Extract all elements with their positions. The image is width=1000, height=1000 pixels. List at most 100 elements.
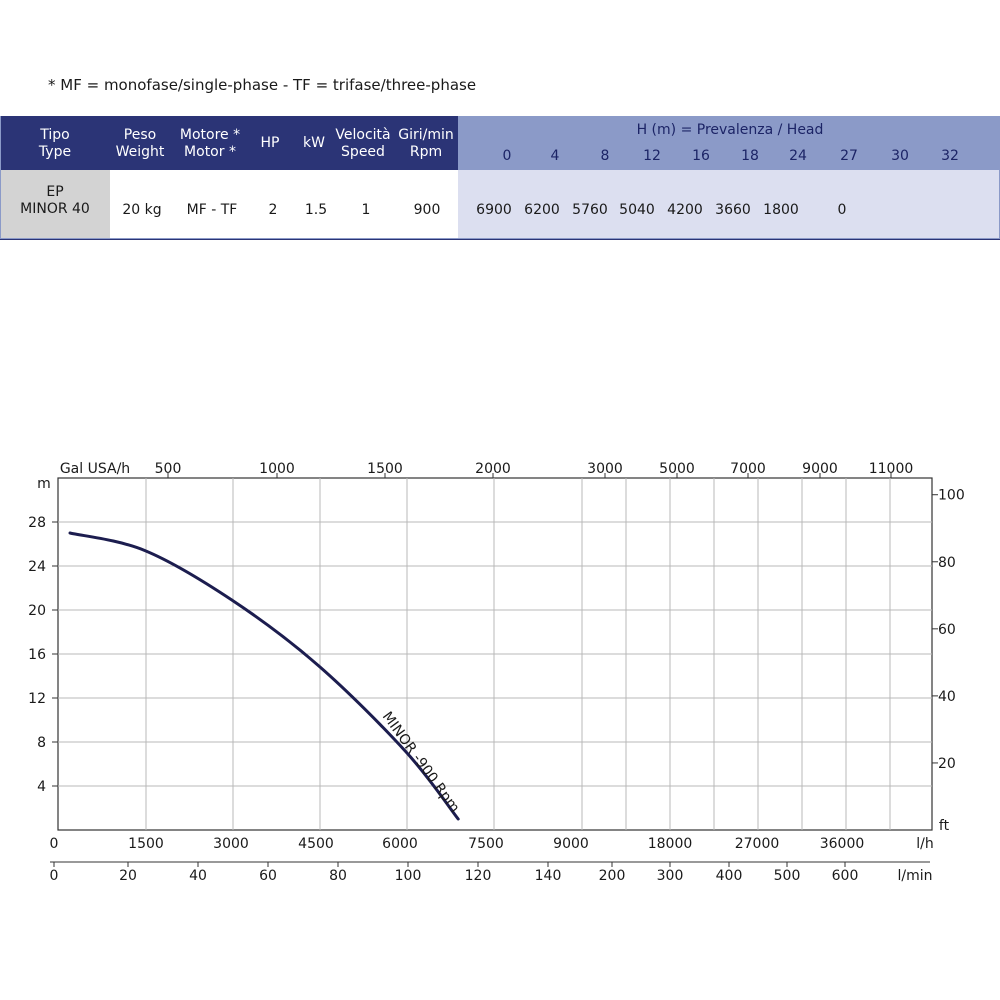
flow-value-1: 6200 [524, 202, 560, 218]
lh-tick-label: 4500 [298, 836, 334, 852]
lmin-tick-label: 60 [259, 868, 277, 884]
cell-tipo-line2: MINOR 40 [20, 201, 90, 217]
cell-motore: MF - TF [186, 202, 238, 218]
right-tick-label: 60 [938, 622, 956, 638]
header-peso: Peso Weight [108, 127, 172, 161]
right-tick-label: 40 [938, 689, 956, 705]
top-tick-label: 500 [155, 461, 182, 477]
top-tick-label: 7000 [730, 461, 766, 477]
lmin-tick-label: 300 [657, 868, 684, 884]
cell-peso: 20 kg [122, 202, 162, 218]
flow-value-5: 3660 [715, 202, 751, 218]
header-tipo: Tipo Type [20, 127, 90, 161]
lmin-tick-label: 40 [189, 868, 207, 884]
flow-value-3: 5040 [619, 202, 655, 218]
cell-velocita: 1 [361, 202, 371, 218]
lmin-tick-label: 100 [395, 868, 422, 884]
top-tick-label: 1000 [259, 461, 295, 477]
header-tipo-it: Tipo [40, 127, 70, 143]
top-tick-label: 1500 [367, 461, 403, 477]
head-value-7: 27 [840, 148, 858, 164]
top-tick-label: 3000 [587, 461, 623, 477]
spec-table: Tipo Type Peso Weight Motore * Motor * H… [0, 116, 1000, 240]
top-tick-label: 5000 [659, 461, 695, 477]
left-tick-label: 4 [37, 779, 46, 795]
left-tick-label: 20 [28, 603, 46, 619]
lh-tick-label: 6000 [382, 836, 418, 852]
header-peso-en: Weight [115, 144, 165, 160]
lh-tick-label: 7500 [468, 836, 504, 852]
head-value-5: 18 [741, 148, 759, 164]
head-value-8: 30 [891, 148, 909, 164]
lh-tick-label: 3000 [213, 836, 249, 852]
lh-tick-label: 9000 [553, 836, 589, 852]
lmin-tick-label: 20 [119, 868, 137, 884]
cell-tipo: EP MINOR 40 [0, 184, 110, 218]
flow-value-0: 6900 [476, 202, 512, 218]
flow-value-8: 0 [837, 202, 847, 218]
head-value-1: 4 [550, 148, 560, 164]
header-giri-en: Rpm [409, 144, 443, 160]
top-tick-label: 2000 [475, 461, 511, 477]
cell-hp: 2 [268, 202, 278, 218]
performance-chart: 28 24 20 16 12 8 4 m 100 80 60 40 20 ft Gal USA/h 500 10… [28, 461, 965, 884]
header-velocita: Velocità Speed [332, 127, 394, 161]
lh-axis-label: l/h [916, 836, 933, 852]
right-tick-label: 20 [938, 756, 956, 772]
lh-tick-label: 0 [50, 836, 59, 852]
phase-note: * MF = monofase/single-phase - TF = trif… [48, 76, 477, 94]
lh-tick-label: 36000 [820, 836, 865, 852]
head-value-0: 0 [502, 148, 512, 164]
header-motore-it: Motore * [179, 127, 241, 143]
header-giri: Giri/min Rpm [394, 127, 458, 161]
head-value-3: 12 [643, 148, 661, 164]
lmin-axis-label: l/min [897, 868, 932, 884]
type-cell-bg [0, 170, 110, 240]
header-velocita-it: Velocità [335, 127, 391, 143]
left-tick-label: 24 [28, 559, 46, 575]
lmin-tick-label: 0 [50, 868, 59, 884]
lmin-tick-label: 500 [774, 868, 801, 884]
top-tick-label: 9000 [802, 461, 838, 477]
header-velocita-en: Speed [341, 144, 385, 160]
lmin-tick-label: 120 [465, 868, 492, 884]
lmin-tick-label: 200 [599, 868, 626, 884]
cell-giri: 900 [413, 202, 441, 218]
head-value-6: 24 [789, 148, 807, 164]
header-motore: Motore * Motor * [174, 127, 246, 161]
flow-value-4: 4200 [667, 202, 703, 218]
cell-tipo-line1: EP [46, 184, 64, 200]
left-tick-label: 16 [28, 647, 46, 663]
left-axis-label: m [37, 476, 51, 492]
lh-tick-label: 27000 [735, 836, 780, 852]
header-band-left [0, 116, 458, 170]
cell-kw: 1.5 [304, 202, 328, 218]
header-band-right [458, 116, 1000, 170]
head-value-2: 8 [600, 148, 610, 164]
lh-tick-label: 18000 [648, 836, 693, 852]
header-tipo-en: Type [38, 144, 72, 160]
head-value-4: 16 [692, 148, 710, 164]
table-bottom-rule [0, 239, 1000, 240]
header-kw: kW [303, 135, 325, 151]
series-label-0: MINOR -900 Rpm [379, 709, 463, 816]
header-peso-it: Peso [123, 127, 157, 143]
top-axis-label: Gal USA/h [60, 461, 130, 477]
lmin-tick-label: 80 [329, 868, 347, 884]
lmin-tick-label: 140 [535, 868, 562, 884]
right-tick-label: 80 [938, 555, 956, 571]
header-giri-it: Giri/min [398, 127, 454, 143]
row-band-right [458, 170, 1000, 240]
left-tick-label: 28 [28, 515, 46, 531]
header-head-title: H (m) = Prevalenza / Head [636, 122, 824, 138]
left-tick-label: 12 [28, 691, 46, 707]
right-tick-label: 100 [938, 488, 965, 504]
head-value-9: 32 [941, 148, 959, 164]
lh-tick-label: 1500 [128, 836, 164, 852]
header-motore-en: Motor * [184, 144, 236, 160]
flow-value-6: 1800 [763, 202, 799, 218]
right-axis-label: ft [939, 818, 950, 834]
top-tick-label: 11000 [869, 461, 914, 477]
left-tick-label: 8 [37, 735, 46, 751]
lmin-tick-label: 600 [832, 868, 859, 884]
